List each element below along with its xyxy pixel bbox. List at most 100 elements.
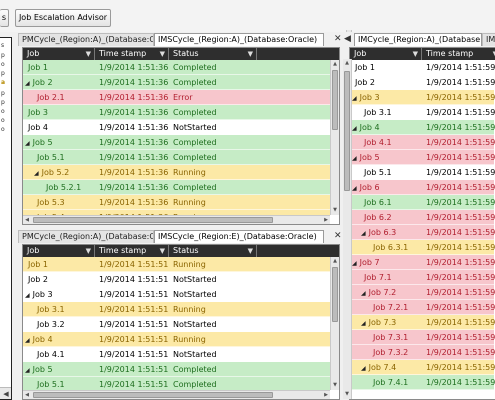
tab-imscycle-region-e[interactable]: IMSCycle_(Region:E)_(Database:Oracle)	[154, 230, 324, 243]
expand-triangle-icon[interactable]: ◢	[25, 367, 30, 374]
table-row[interactable]: ◢Job 7.3 1/9/2014 1:51:59 PM	[350, 315, 495, 330]
table-row[interactable]: Job 5.2.1 1/9/2014 1:51:36 PM Completed	[23, 180, 330, 195]
scroll-up-arrow[interactable]: ▲	[333, 258, 337, 264]
column-header-job[interactable]: Job ▼	[23, 48, 95, 60]
table-row[interactable]: Job 4.1 1/9/2014 1:51:59 PM	[350, 135, 495, 150]
scrollbar-thumb[interactable]	[344, 71, 350, 191]
expand-triangle-icon[interactable]: ◢	[352, 155, 357, 162]
table-row[interactable]: Job 2.1 1/9/2014 1:51:36 PM Error	[23, 90, 330, 105]
expand-triangle-icon[interactable]: ◢	[361, 365, 366, 372]
filter-icon[interactable]: ▼	[159, 50, 165, 58]
close-icon[interactable]: ✕	[334, 34, 342, 44]
horizontal-scrollbar[interactable]: ◀ ▶	[23, 390, 330, 399]
vertical-scrollbar[interactable]: ▲ ▼	[343, 59, 352, 399]
vertical-scrollbar[interactable]: ▲ ▼	[330, 257, 339, 390]
left-strip-scroll-left[interactable]: ◀	[0, 387, 11, 399]
table-row[interactable]: Job 1 1/9/2014 1:51:51 PM Running	[23, 257, 330, 272]
table-row[interactable]: Job 4.1 1/9/2014 1:51:51 PM NotStarted	[23, 347, 330, 362]
table-row[interactable]: ◢Job 7 1/9/2014 1:51:59 PM	[350, 255, 495, 270]
table-row[interactable]: ◢Job 5 1/9/2014 1:51:51 PM Completed	[23, 362, 330, 377]
filter-icon[interactable]: ▼	[247, 50, 253, 58]
table-row[interactable]: Job 3.2 1/9/2014 1:51:51 PM NotStarted	[23, 317, 330, 332]
table-row[interactable]: Job 7.4.1 1/9/2014 1:51:59 PM	[350, 375, 495, 390]
scroll-up-arrow[interactable]: ▲	[345, 60, 349, 66]
table-row[interactable]: ◢Job 6 1/9/2014 1:51:59 PM	[350, 180, 495, 195]
filter-icon[interactable]: ▼	[159, 247, 165, 255]
filter-icon[interactable]: ▼	[493, 48, 495, 60]
tab-imcycle-region-a[interactable]: IMCycle_(Region:A)_(Database:Oracle)	[354, 33, 482, 46]
expand-triangle-icon[interactable]: ◢	[361, 230, 366, 237]
column-header-time[interactable]: Time stamp ▼	[95, 48, 169, 60]
close-icon[interactable]: ✕	[334, 231, 342, 241]
expand-triangle-icon[interactable]: ◢	[361, 320, 366, 327]
table-row[interactable]: ◢Job 4 1/9/2014 1:51:51 PM Running	[23, 332, 330, 347]
filter-icon[interactable]: ▼	[412, 50, 418, 58]
job-escalation-advisor-button[interactable]: Job Escalation Advisor	[15, 9, 111, 27]
scrollbar-thumb[interactable]	[33, 217, 273, 223]
table-row[interactable]: Job 7.3.2 1/9/2014 1:51:59 PM	[350, 345, 495, 360]
partial-toolbar-button[interactable]: s	[0, 9, 9, 27]
table-row[interactable]: Job 5.1 1/9/2014 1:51:59 PM	[350, 165, 495, 180]
column-header-time[interactable]: Time stamp ▼	[422, 48, 495, 60]
table-row[interactable]: ◢Job 5 1/9/2014 1:51:36 PM Completed	[23, 135, 330, 150]
table-row[interactable]: Job 7.1 1/9/2014 1:51:59 PM	[350, 270, 495, 285]
table-row[interactable]: ◢Job 5.2 1/9/2014 1:51:36 PM Running	[23, 165, 330, 180]
expand-triangle-icon[interactable]: ◢	[25, 80, 30, 87]
expand-triangle-icon[interactable]: ◢	[25, 292, 30, 299]
expand-triangle-icon[interactable]: ◢	[352, 260, 357, 267]
table-row[interactable]: Job 3 1/9/2014 1:51:36 PM Completed	[23, 105, 330, 120]
table-row[interactable]: Job 2 1/9/2014 1:51:59 PM	[350, 75, 495, 90]
expand-triangle-icon[interactable]: ◢	[361, 290, 366, 297]
table-row[interactable]: ◢Job 4 1/9/2014 1:51:59 PM	[350, 120, 495, 135]
table-row[interactable]: Job 3.1 1/9/2014 1:51:59 PM	[350, 105, 495, 120]
table-row[interactable]: Job 5.1 1/9/2014 1:51:36 PM Completed	[23, 150, 330, 165]
tab-pmcycle-region-a[interactable]: PMCycle_(Region:A)_(Database:Oracle)	[18, 33, 154, 46]
table-row[interactable]: ◢Job 2 1/9/2014 1:51:36 PM Completed	[23, 75, 330, 90]
scroll-right-arrow[interactable]: ▶	[324, 392, 328, 398]
table-row[interactable]: ◢Job 7.4 1/9/2014 1:51:59 PM	[350, 360, 495, 375]
scroll-up-arrow[interactable]: ▲	[333, 61, 337, 67]
scrollbar-thumb[interactable]	[332, 267, 338, 322]
vertical-scrollbar[interactable]: ▲ ▼	[330, 60, 339, 215]
scroll-down-arrow[interactable]: ▼	[333, 207, 337, 213]
table-row[interactable]: Job 6.2 1/9/2014 1:51:59 PM	[350, 210, 495, 225]
column-header-status[interactable]: Status ▼	[169, 245, 257, 257]
expand-triangle-icon[interactable]: ◢	[352, 185, 357, 192]
tab-pmcycle-region-a[interactable]: PMCycle_(Region:A)_(Database:Oracle)	[18, 230, 154, 243]
column-header-job[interactable]: Job ▼	[350, 48, 422, 60]
scroll-left-arrow[interactable]: ◀	[25, 217, 29, 223]
expand-triangle-icon[interactable]: ◢	[352, 125, 357, 132]
table-row[interactable]: ◢Job 6.3 1/9/2014 1:51:59 PM	[350, 225, 495, 240]
expand-triangle-icon[interactable]: ◢	[352, 95, 357, 102]
scroll-tabs-left-icon[interactable]: ◀	[344, 34, 351, 44]
scrollbar-thumb[interactable]	[332, 70, 338, 130]
scrollbar-thumb[interactable]	[33, 392, 273, 398]
scroll-down-arrow[interactable]: ▼	[333, 382, 337, 388]
filter-icon[interactable]: ▼	[85, 50, 91, 58]
table-row[interactable]: Job 1 1/9/2014 1:51:59 PM	[350, 60, 495, 75]
table-row[interactable]: Job 6.1 1/9/2014 1:51:59 PM	[350, 195, 495, 210]
scroll-down-arrow[interactable]: ▼	[345, 391, 349, 397]
horizontal-scrollbar[interactable]: ◀ ▶	[23, 215, 330, 224]
table-row[interactable]: Job 4 1/9/2014 1:51:36 PM NotStarted	[23, 120, 330, 135]
expand-triangle-icon[interactable]: ◢	[34, 170, 39, 177]
table-row[interactable]: ◢Job 5 1/9/2014 1:51:59 PM	[350, 150, 495, 165]
table-row[interactable]: Job 1 1/9/2014 1:51:36 PM Completed	[23, 60, 330, 75]
table-row[interactable]: Job 2 1/9/2014 1:51:51 PM NotStarted	[23, 272, 330, 287]
table-row[interactable]: Job 5.3 1/9/2014 1:51:36 PM Running	[23, 195, 330, 210]
table-row[interactable]: Job 3.1 1/9/2014 1:51:51 PM Running	[23, 302, 330, 317]
scroll-right-arrow[interactable]: ▶	[324, 217, 328, 223]
scroll-left-arrow[interactable]: ◀	[25, 392, 29, 398]
column-header-job[interactable]: Job ▼	[23, 245, 95, 257]
tab-ims[interactable]: IMS	[482, 33, 495, 46]
table-row[interactable]: ◢Job 3 1/9/2014 1:51:51 PM NotStarted	[23, 287, 330, 302]
filter-icon[interactable]: ▼	[247, 247, 253, 255]
column-header-status[interactable]: Status ▼	[169, 48, 257, 60]
expand-triangle-icon[interactable]: ◢	[25, 337, 30, 344]
column-header-time[interactable]: Time stamp ▼	[95, 245, 169, 257]
tab-imscycle-region-a[interactable]: IMSCycle_(Region:A)_(Database:Oracle)	[154, 33, 324, 46]
table-row[interactable]: Job 7.3.1 1/9/2014 1:51:59 PM	[350, 330, 495, 345]
filter-icon[interactable]: ▼	[85, 247, 91, 255]
table-row[interactable]: Job 7.2.1 1/9/2014 1:51:59 PM	[350, 300, 495, 315]
table-row[interactable]: ◢Job 3 1/9/2014 1:51:59 PM	[350, 90, 495, 105]
